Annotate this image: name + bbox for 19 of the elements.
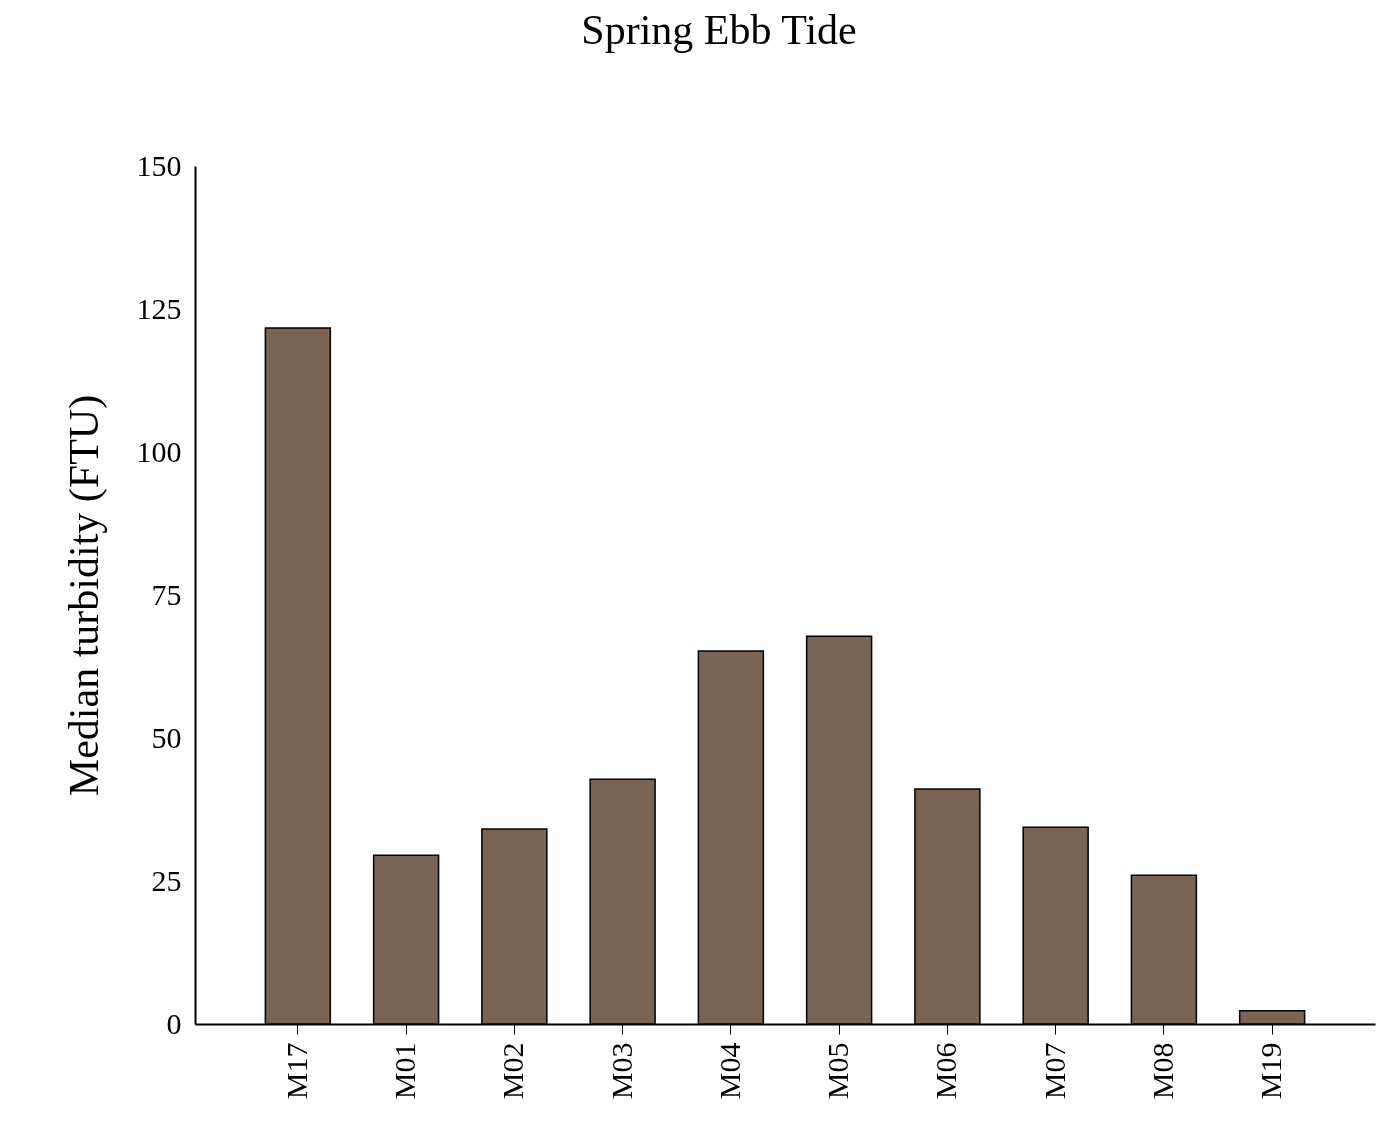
x-tick-label: M08 xyxy=(1145,1042,1179,1100)
x-tick-label: M06 xyxy=(929,1042,963,1100)
y-axis-title: Median turbidity (FTU) xyxy=(60,394,108,797)
y-tick-label: 25 xyxy=(151,863,182,897)
x-tick-label: M04 xyxy=(712,1042,746,1100)
x-tick-label: M03 xyxy=(604,1042,638,1100)
chart-title: Spring Ebb Tide xyxy=(581,7,857,53)
x-tick-label: M17 xyxy=(279,1042,313,1100)
x-tick-label: M19 xyxy=(1254,1042,1288,1100)
x-tick-label: M02 xyxy=(496,1042,530,1100)
x-tick-label: M01 xyxy=(388,1042,422,1100)
x-tick-label: M05 xyxy=(821,1042,855,1100)
y-tick-label: 150 xyxy=(136,148,182,182)
y-tick-label: 125 xyxy=(136,291,182,325)
y-tick-label: 50 xyxy=(151,720,182,754)
y-tick-label: 75 xyxy=(151,577,182,611)
y-tick-label: 0 xyxy=(166,1006,182,1040)
y-tick-label: 100 xyxy=(136,434,182,468)
x-tick-label: M07 xyxy=(1037,1042,1071,1100)
